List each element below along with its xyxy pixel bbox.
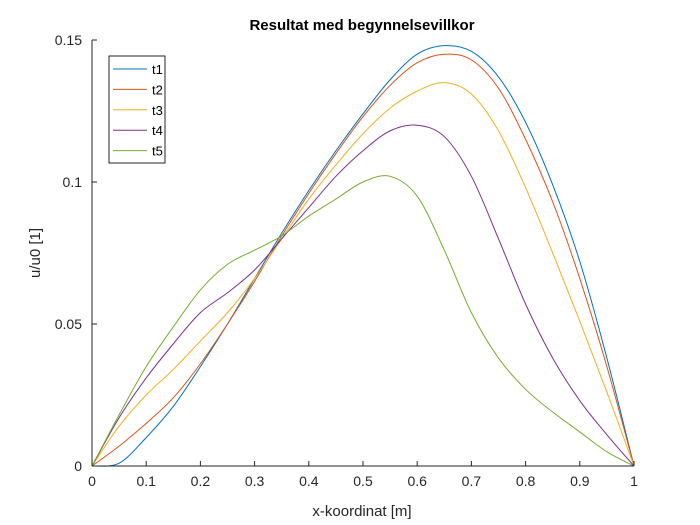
legend-label-t5: t5 — [152, 144, 163, 159]
x-tick-label: 0.3 — [245, 473, 265, 489]
x-tick-label: 0.6 — [407, 473, 427, 489]
plot-lines — [91, 45, 635, 467]
axes: 0 0.1 0.2 0.3 0.4 0.5 0.6 0.7 0.8 0.9 1 0 0.05 0.1 0.1… — [55, 32, 638, 489]
legend-label-t2: t2 — [152, 82, 163, 97]
x-tick-label: 0.4 — [299, 473, 319, 489]
x-tick-label: 0.7 — [462, 473, 482, 489]
y-tick-label: 0.05 — [55, 316, 82, 332]
series-line-t3 — [91, 82, 635, 467]
legend: t1 t2 t3 t4 t5 — [108, 55, 166, 164]
x-axis-label: x-koordinat [m] — [312, 503, 411, 520]
x-tick-label: 0.9 — [570, 473, 590, 489]
chart-title: Resultat med begynnelsevillkor — [249, 17, 474, 34]
x-tick-label: 0.1 — [136, 473, 156, 489]
series-line-t2 — [91, 53, 635, 467]
legend-label-t4: t4 — [152, 123, 163, 138]
x-tick-label: 0.5 — [353, 473, 373, 489]
y-axis-label: u/u0 [1] — [27, 228, 44, 278]
x-tick-label: 1 — [630, 473, 638, 489]
x-tick-label: 0.2 — [191, 473, 211, 489]
y-tick-label: 0 — [74, 458, 82, 474]
legend-label-t3: t3 — [152, 103, 163, 118]
y-tick-label: 0.1 — [63, 174, 83, 190]
series-line-t1 — [91, 45, 635, 467]
legend-label-t1: t1 — [152, 62, 163, 77]
y-tick-label: 0.15 — [55, 32, 82, 48]
x-tick-label: 0 — [88, 473, 96, 489]
x-tick-label: 0.8 — [516, 473, 536, 489]
series-line-t4 — [91, 124, 635, 467]
series-line-t5 — [91, 175, 635, 467]
